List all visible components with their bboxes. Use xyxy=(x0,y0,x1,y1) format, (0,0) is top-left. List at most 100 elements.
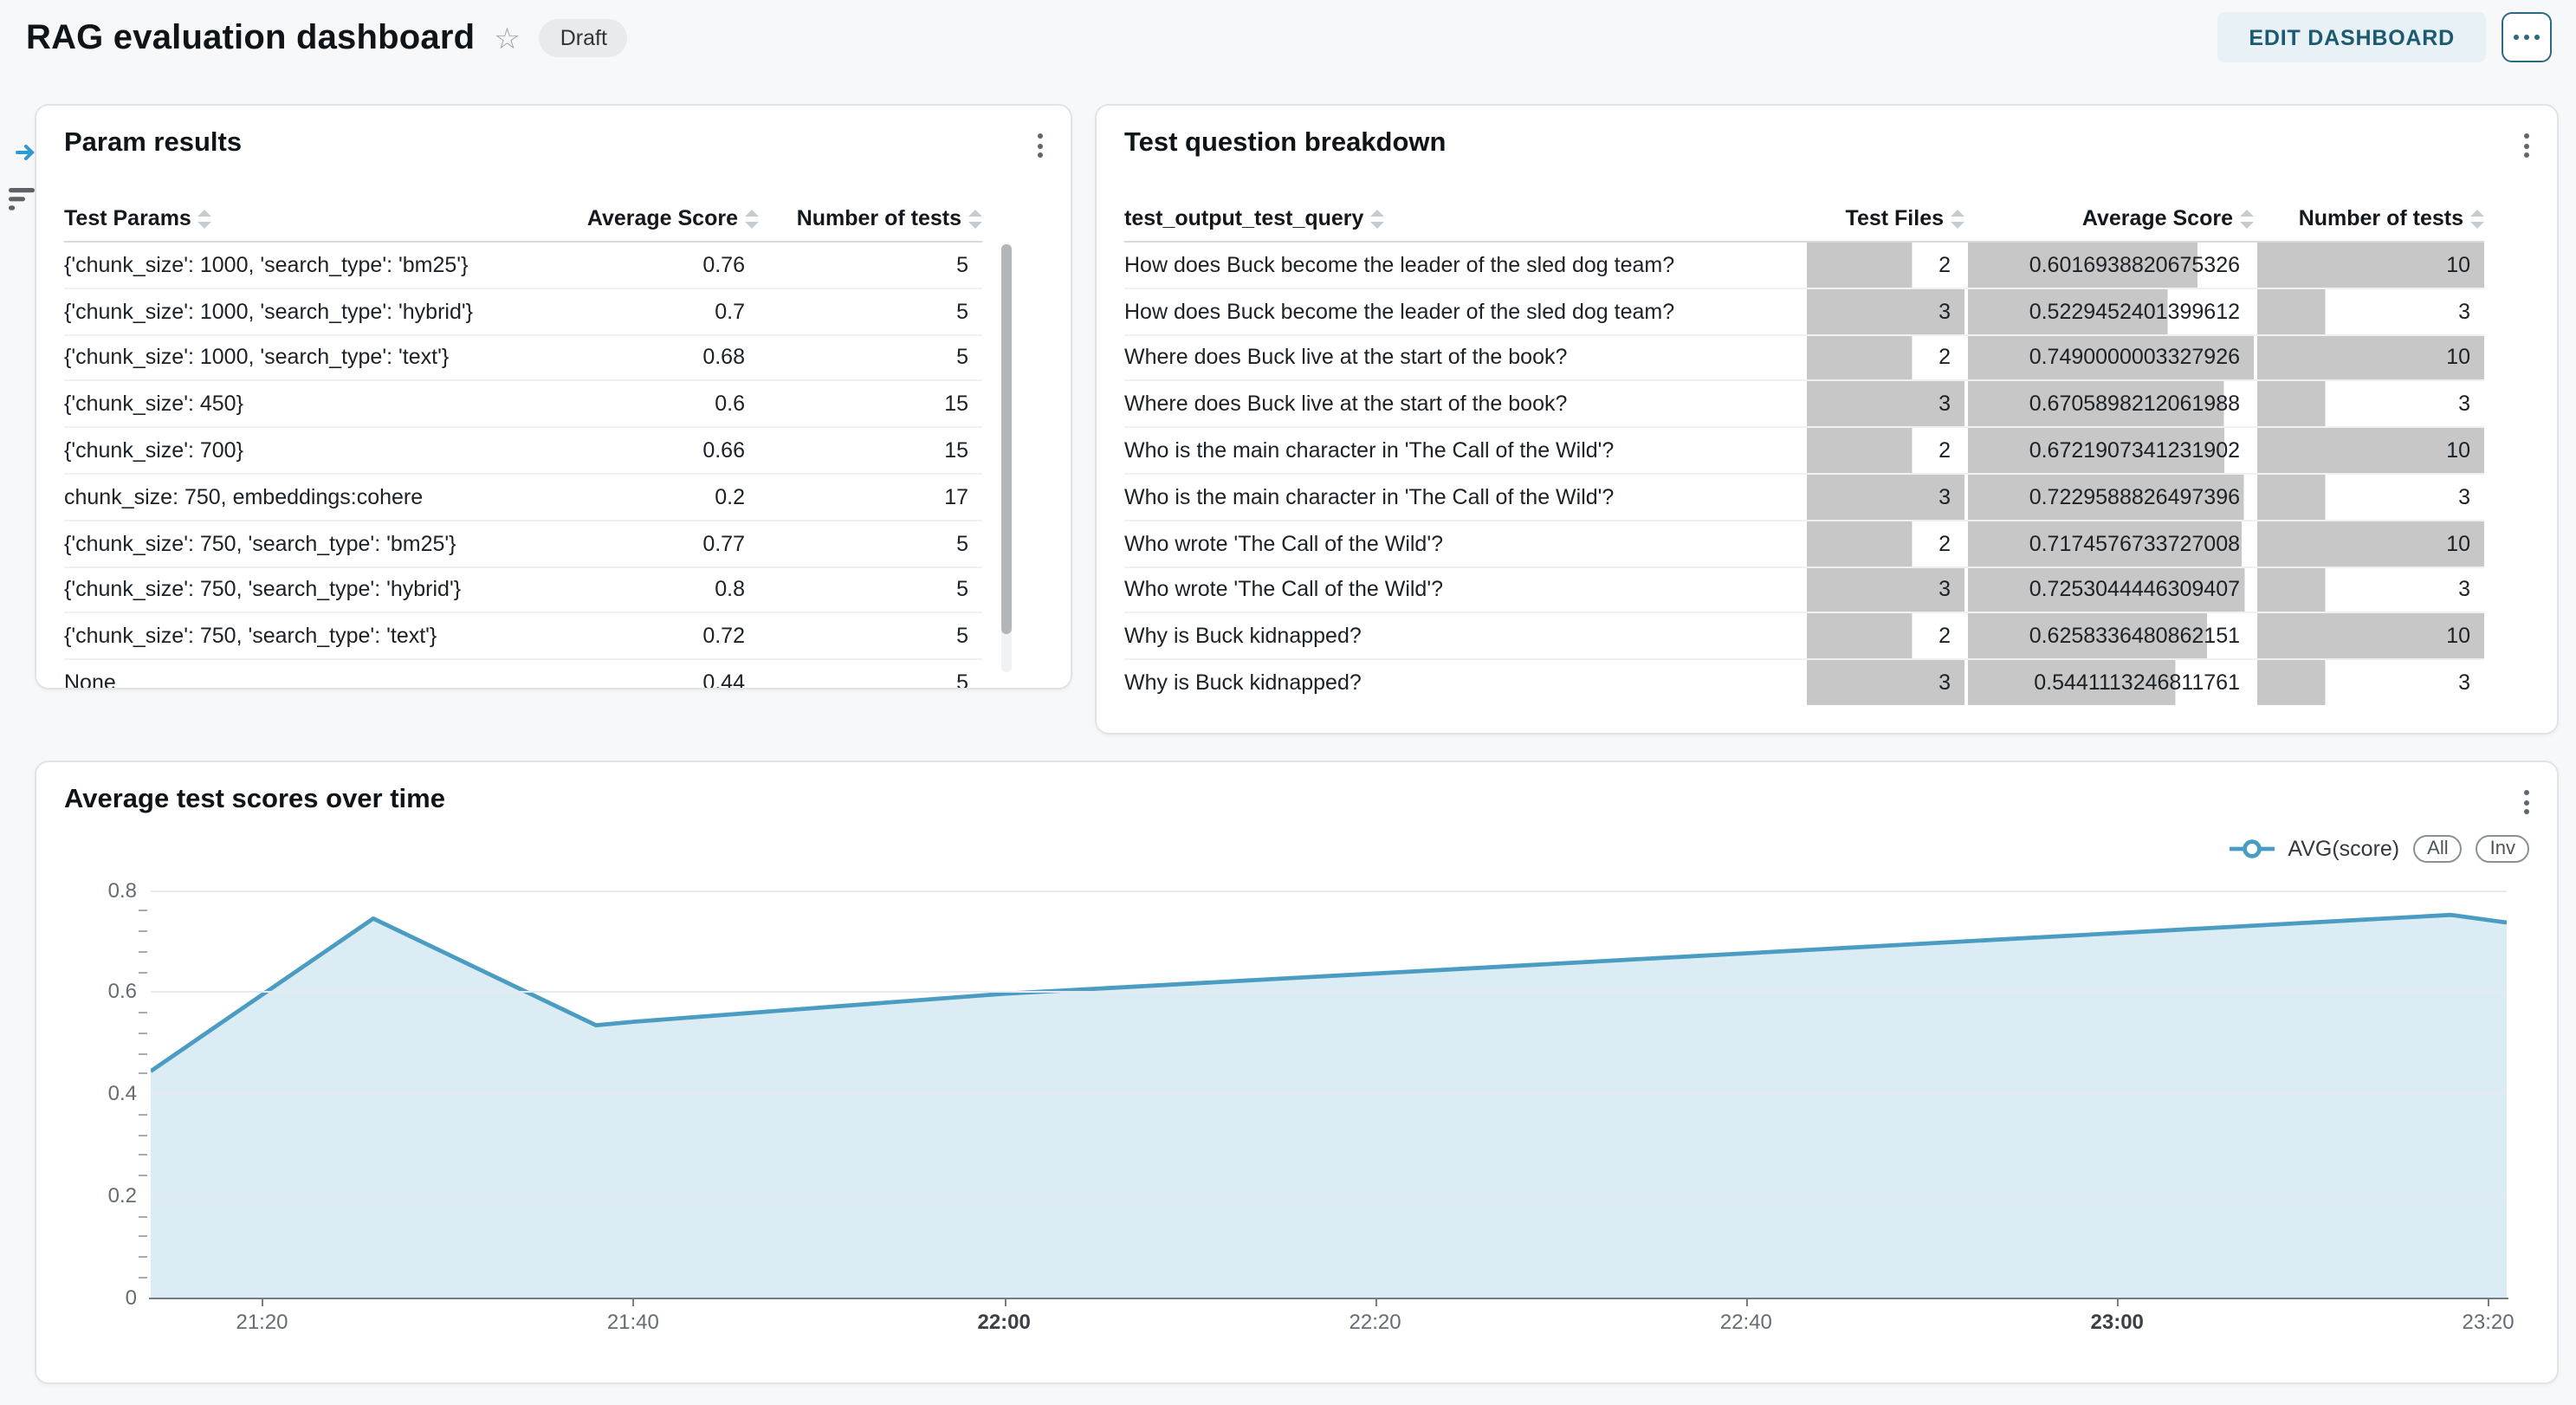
table-row: {'chunk_size': 750, 'search_type': 'hybr… xyxy=(64,567,982,614)
cell-average-score: 0.8 xyxy=(715,577,745,602)
y-minor-tick xyxy=(139,950,147,953)
table-row: {'chunk_size': 750, 'search_type': 'bm25… xyxy=(64,521,982,568)
y-minor-tick xyxy=(139,1276,147,1279)
cell-average-score: 0.5229452401399612 xyxy=(1964,288,2254,334)
cell-query: Who wrote 'The Call of the Wild'? xyxy=(1124,577,1444,602)
column-header-query[interactable]: test_output_test_query xyxy=(1124,206,1803,230)
x-tick-mark xyxy=(1375,1299,1377,1306)
header-actions: EDIT DASHBOARD xyxy=(2217,12,2552,62)
cell-query: How does Buck become the leader of the s… xyxy=(1124,252,1675,277)
x-tick-label: 22:00 xyxy=(977,1310,1031,1334)
x-tick-mark xyxy=(632,1299,635,1306)
x-tick-label: 22:40 xyxy=(1719,1310,1772,1334)
y-tick-label: 0.8 xyxy=(107,877,137,902)
legend-inv-button[interactable]: Inv xyxy=(2476,835,2529,863)
cell-test-files: 3 xyxy=(1803,381,1964,427)
filter-icon[interactable] xyxy=(7,182,38,222)
cell-average-score: 0.76 xyxy=(702,252,745,277)
param-results-header: Test Params Average Score Number of test… xyxy=(64,196,982,243)
cell-average-score: 0.72 xyxy=(702,624,745,649)
widget-title: Average test scores over time xyxy=(64,785,445,814)
question-breakdown-header: test_output_test_query Test Files Averag… xyxy=(1124,196,2484,243)
x-tick-label: 21:40 xyxy=(606,1310,659,1334)
cell-test-files: 2 xyxy=(1803,613,1964,659)
column-header-number-of-tests[interactable]: Number of tests xyxy=(759,206,982,230)
y-tick-label: 0 xyxy=(125,1285,137,1309)
x-tick-label: 21:20 xyxy=(236,1310,288,1334)
legend-series-label[interactable]: AVG(score) xyxy=(2288,837,2400,861)
table-row: How does Buck become the leader of the s… xyxy=(1124,288,2484,336)
cell-number-of-tests: 17 xyxy=(944,484,968,509)
x-tick-label: 23:00 xyxy=(2090,1310,2144,1334)
edit-dashboard-button[interactable]: EDIT DASHBOARD xyxy=(2217,12,2486,62)
area-fill xyxy=(151,914,2507,1297)
param-results-card: Param results Test Params Average Score … xyxy=(35,104,1072,690)
cell-number-of-tests: 10 xyxy=(2254,243,2484,288)
cell-query: Why is Buck kidnapped? xyxy=(1124,670,1362,696)
x-tick-label: 22:20 xyxy=(1349,1310,1401,1334)
legend-all-button[interactable]: All xyxy=(2413,835,2463,863)
sort-icon xyxy=(197,209,212,228)
cell-number-of-tests: 15 xyxy=(944,392,968,417)
sort-icon xyxy=(2470,209,2484,228)
cell-number-of-tests: 3 xyxy=(2254,288,2484,334)
cell-query: Where does Buck live at the start of the… xyxy=(1124,392,1568,417)
x-tick-mark xyxy=(2488,1299,2490,1306)
column-header-average-score[interactable]: Average Score xyxy=(1964,206,2254,230)
favorite-star-icon[interactable]: ☆ xyxy=(494,22,521,55)
widget-menu-icon[interactable] xyxy=(2521,787,2533,818)
widget-title: Test question breakdown xyxy=(1124,128,1447,158)
scrollbar-thumb[interactable] xyxy=(1001,244,1012,634)
cell-test-params: chunk_size: 750, embeddings:cohere xyxy=(64,484,424,509)
cell-test-files: 2 xyxy=(1803,335,1964,380)
cell-query: How does Buck become the leader of the s… xyxy=(1124,299,1675,324)
cell-average-score: 0.6016938820675326 xyxy=(1964,243,2254,288)
widget-menu-icon[interactable] xyxy=(1034,130,1046,161)
column-header-test-params[interactable]: Test Params xyxy=(64,206,539,230)
cell-average-score: 0.66 xyxy=(702,438,745,463)
table-row: Where does Buck live at the start of the… xyxy=(1124,335,2484,382)
table-row: Why is Buck kidnapped? 2 0.625833648086215… xyxy=(1124,613,2484,661)
cell-test-params: {'chunk_size': 1000, 'search_type': 'tex… xyxy=(64,345,450,370)
table-row: chunk_size: 750, embeddings:cohere 0.2 17 xyxy=(64,475,982,521)
widget-menu-icon[interactable] xyxy=(2521,130,2533,161)
more-options-button[interactable] xyxy=(2502,12,2552,62)
cell-average-score: 0.7 xyxy=(715,299,745,324)
y-minor-tick xyxy=(139,1175,147,1176)
y-gridline xyxy=(151,1093,2507,1095)
line-chart[interactable] xyxy=(151,890,2507,1297)
cell-test-files: 3 xyxy=(1803,660,1964,705)
cell-test-params: {'chunk_size': 450} xyxy=(64,392,243,417)
table-row: {'chunk_size': 1000, 'search_type': 'bm2… xyxy=(64,243,982,289)
column-header-number-of-tests[interactable]: Number of tests xyxy=(2254,206,2484,230)
status-badge: Draft xyxy=(539,19,628,57)
cell-test-params: {'chunk_size': 1000, 'search_type': 'bm2… xyxy=(64,252,469,277)
cell-average-score: 0.7253044446309407 xyxy=(1964,567,2254,612)
y-minor-tick xyxy=(139,1134,147,1136)
cell-average-score: 0.6 xyxy=(715,392,745,417)
cell-test-params: {'chunk_size': 750, 'search_type': 'bm25… xyxy=(64,531,456,556)
table-scrollbar xyxy=(1001,243,1012,672)
y-gridline xyxy=(151,991,2507,994)
cell-number-of-tests: 3 xyxy=(2254,474,2484,520)
column-header-average-score[interactable]: Average Score xyxy=(539,206,759,230)
table-row: Who wrote 'The Call of the Wild'? 3 0.7253… xyxy=(1124,567,2484,614)
cell-test-params: {'chunk_size': 1000, 'search_type': 'hyb… xyxy=(64,299,473,324)
cell-number-of-tests: 10 xyxy=(2254,613,2484,659)
cell-test-params: {'chunk_size': 750, 'search_type': 'text… xyxy=(64,624,437,649)
cell-test-files: 3 xyxy=(1803,474,1964,520)
table-row: {'chunk_size': 750, 'search_type': 'text… xyxy=(64,614,982,661)
column-header-test-files[interactable]: Test Files xyxy=(1803,206,1964,230)
y-minor-tick xyxy=(139,1113,147,1116)
y-minor-tick xyxy=(139,1072,147,1075)
y-minor-tick xyxy=(139,1256,147,1258)
cell-number-of-tests: 5 xyxy=(956,531,968,556)
legend-marker-icon xyxy=(2229,839,2275,858)
y-minor-tick xyxy=(139,1032,147,1034)
chart-legend: AVG(score) All Inv xyxy=(2229,835,2529,863)
y-minor-tick xyxy=(139,1012,147,1013)
cell-test-params: {'chunk_size': 750, 'search_type': 'hybr… xyxy=(64,577,462,602)
y-tick-label: 0.2 xyxy=(107,1182,137,1208)
cell-average-score: 0.44 xyxy=(702,670,745,690)
